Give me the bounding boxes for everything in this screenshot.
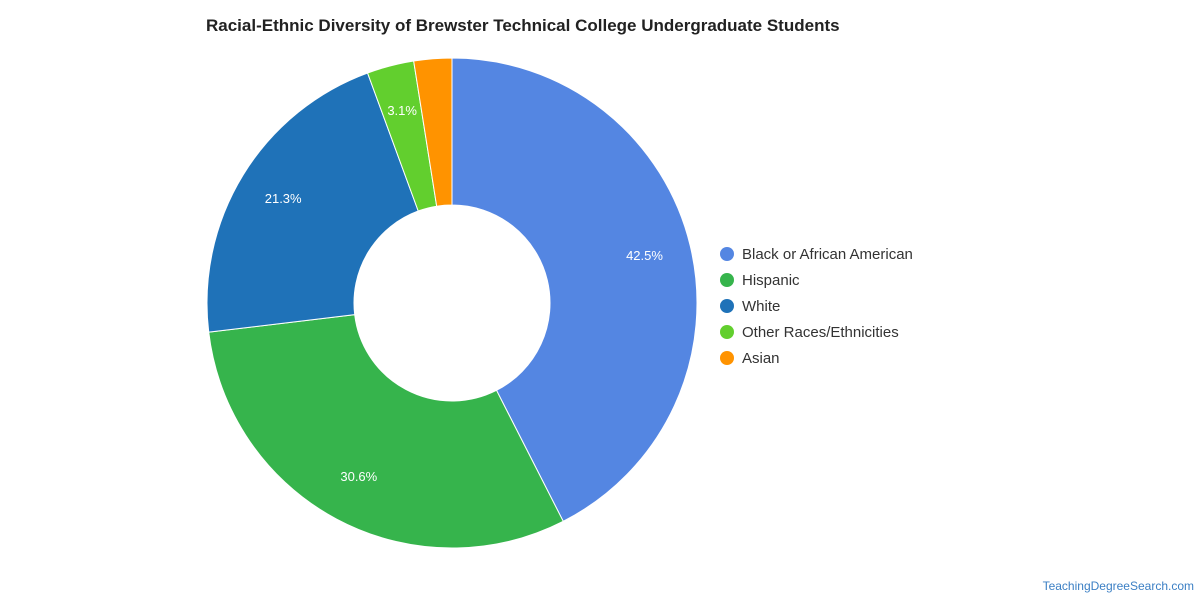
- legend-item-2[interactable]: White: [720, 293, 913, 319]
- legend-item-0[interactable]: Black or African American: [720, 241, 913, 267]
- legend-label: White: [742, 297, 781, 315]
- legend-label: Hispanic: [742, 271, 800, 289]
- legend-swatch-icon: [720, 351, 734, 365]
- donut-slice-4[interactable]: [413, 57, 453, 207]
- donut-slice-0[interactable]: [451, 57, 698, 522]
- chart-title: Racial-Ethnic Diversity of Brewster Tech…: [206, 16, 840, 35]
- source-link[interactable]: TeachingDegreeSearch.com: [1042, 579, 1194, 593]
- legend-swatch-icon: [720, 299, 734, 313]
- slice-data-label-3: 3.1%: [387, 103, 417, 118]
- legend-swatch-icon: [720, 247, 734, 261]
- legend-label: Asian: [742, 349, 780, 367]
- slice-data-label-1: 30.6%: [340, 469, 377, 484]
- legend-label: Other Races/Ethnicities: [742, 323, 899, 341]
- legend-label: Black or African American: [742, 245, 913, 263]
- slice-data-label-2: 21.3%: [265, 191, 302, 206]
- chart-legend: Black or African American Hispanic White Ot…: [720, 241, 913, 371]
- legend-item-1[interactable]: Hispanic: [720, 267, 913, 293]
- legend-item-4[interactable]: Asian: [720, 345, 913, 371]
- legend-swatch-icon: [720, 325, 734, 339]
- donut-slice-2[interactable]: [206, 72, 419, 333]
- legend-item-3[interactable]: Other Races/Ethnicities: [720, 319, 913, 345]
- slice-data-label-0: 42.5%: [626, 248, 663, 263]
- legend-swatch-icon: [720, 273, 734, 287]
- donut-slice-1[interactable]: [208, 314, 564, 549]
